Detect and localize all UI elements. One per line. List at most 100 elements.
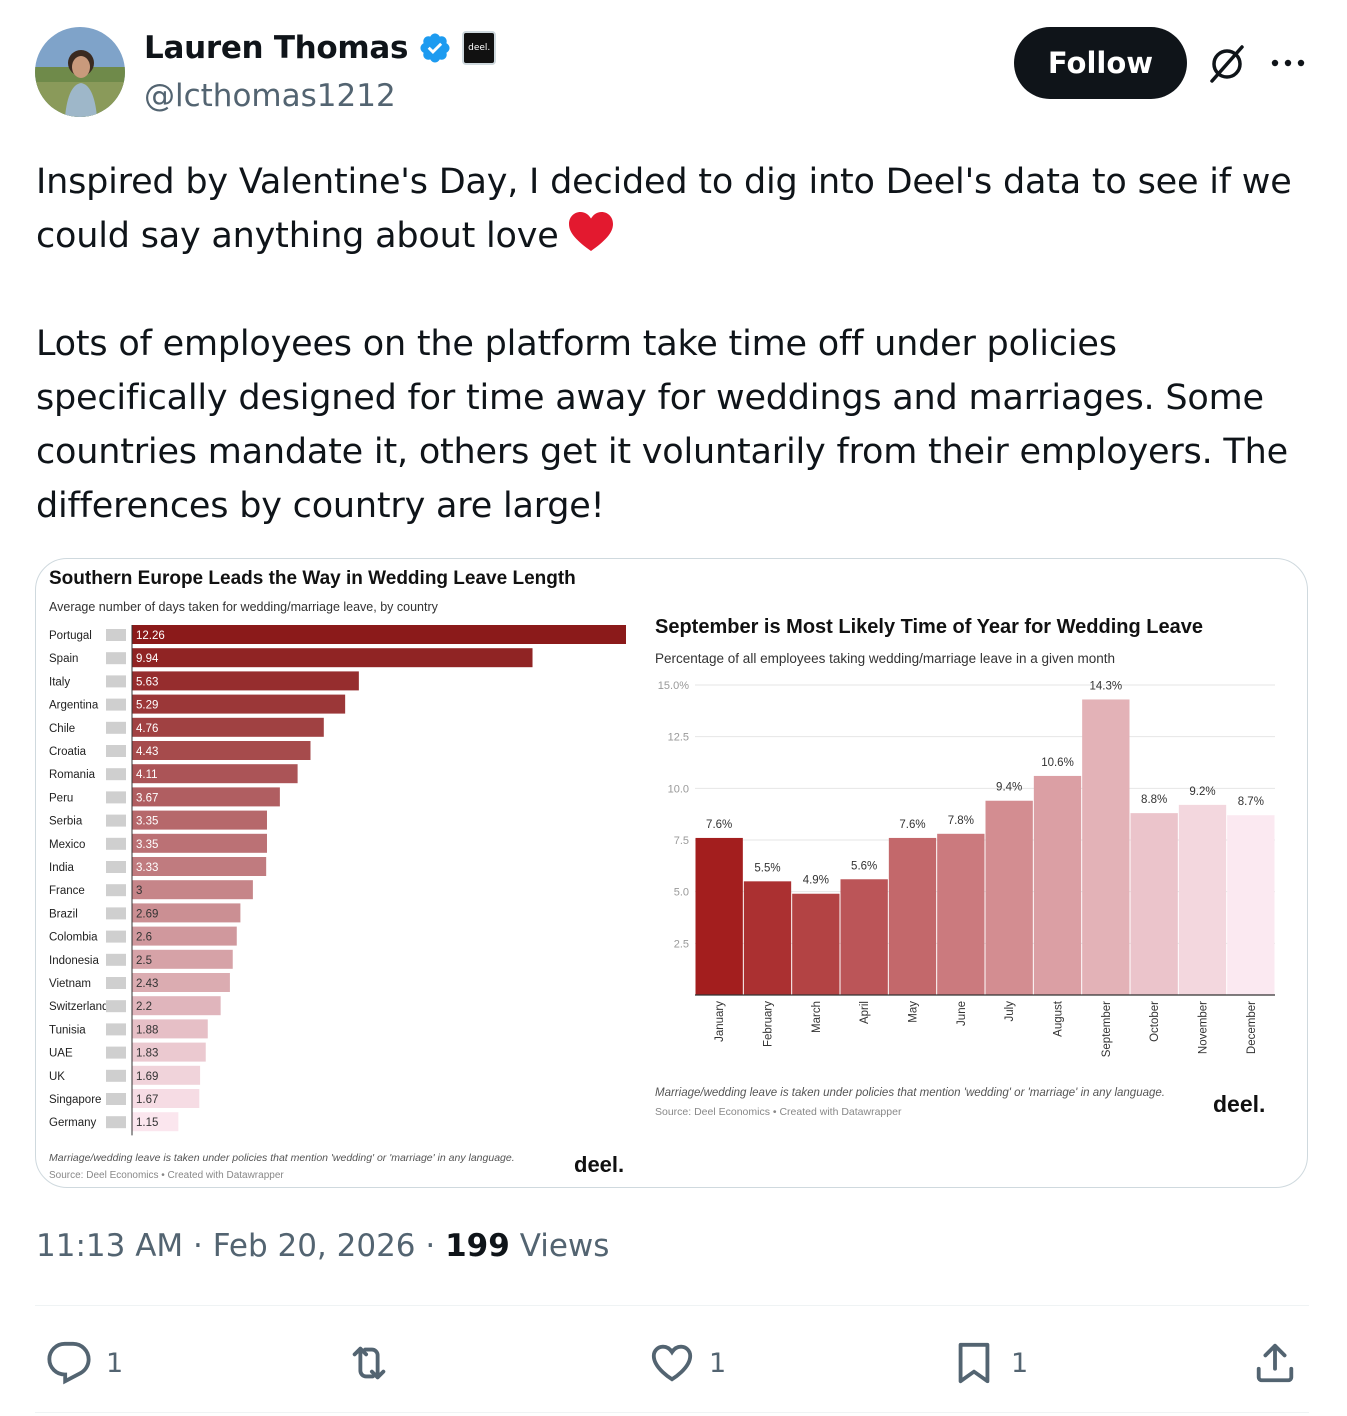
flag-icon [106,675,126,688]
reply-button[interactable]: 1 [46,1338,123,1388]
bar [132,671,359,691]
country-label: Croatia [49,746,87,758]
verified-badge-icon[interactable] [418,31,452,65]
bar-value-label: 1.67 [136,1094,158,1106]
bar-value-label: 14.3% [1090,680,1123,692]
country-label: UAE [49,1048,73,1060]
flag-icon [106,652,126,665]
bar-value-label: 7.6% [706,819,732,831]
x-tick-label: November [1198,1001,1210,1054]
bar-value-label: 3.33 [136,862,158,874]
bar-value-label: 8.7% [1238,796,1264,808]
country-label: Portugal [49,630,92,642]
left-chart-title: Southern Europe Leads the Way in Wedding… [49,568,576,589]
bar-value-label: 5.29 [136,700,158,712]
flag-icon [106,837,126,850]
share-icon [1256,1343,1294,1383]
bar [132,810,267,830]
bookmark-icon [958,1342,990,1384]
bar [132,787,280,807]
affiliate-badge[interactable]: deel. [462,31,497,65]
bar-value-label: 3.35 [136,816,158,828]
bar-value-label: 1.69 [136,1071,158,1083]
flag-icon [106,907,126,920]
retweet-icon [352,1346,386,1380]
country-label: Peru [49,792,73,804]
avatar[interactable] [35,27,125,117]
views-label: Views [519,1228,610,1264]
flag-icon [106,953,126,966]
retweet-button[interactable] [346,1338,406,1388]
flag-icon [106,768,126,781]
bar [132,833,267,853]
meta-separator: · [193,1228,203,1264]
bar [132,625,626,644]
bar-value-label: 2.6 [136,932,152,944]
x-tick-label: May [908,1001,920,1023]
bar [937,833,985,995]
y-tick-label: 5.0 [674,887,689,899]
country-label: Chile [49,723,75,735]
country-label: Mexico [49,839,85,851]
x-tick-label: January [714,1001,726,1042]
bar [695,837,743,995]
reply-icon [47,1341,91,1385]
right-chart-source: Source: Deel Economics • Created with Da… [655,1106,902,1118]
right-chart-subtitle: Percentage of all employees taking weddi… [655,651,1115,666]
tweet-date[interactable]: Feb 20, 2026 [212,1228,416,1264]
country-label: Romania [49,769,96,781]
bar [888,837,937,995]
flag-icon [106,930,126,943]
flag-icon [106,1116,126,1129]
flag-icon [106,721,126,734]
flag-icon [106,861,126,873]
bar [1227,815,1275,995]
right-chart-note: Marriage/wedding leave is taken under po… [655,1087,1165,1099]
bar [132,694,346,714]
bookmark-button[interactable]: 1 [951,1338,1028,1388]
bar-value-label: 5.6% [851,860,877,872]
flag-icon [106,814,126,827]
bar [132,648,533,668]
bar [132,764,298,784]
bar-value-label: 2.2 [136,1001,152,1013]
bar-value-label: 7.6% [899,819,925,831]
country-label: UK [49,1071,65,1083]
bar-value-label: 4.9% [803,875,829,887]
share-button[interactable] [1252,1338,1298,1388]
left-chart-source: Source: Deel Economics • Created with Da… [49,1170,284,1181]
bar-value-label: 3.35 [136,839,158,851]
like-button[interactable]: 1 [649,1338,726,1388]
bar [132,903,241,923]
x-tick-label: February [763,1001,775,1047]
display-name[interactable]: Lauren Thomas [144,30,409,66]
country-label: Argentina [49,700,99,712]
country-label: Singapore [49,1094,101,1106]
grok-icon[interactable] [1205,42,1249,86]
tweet-image[interactable]: Southern Europe Leads the Way in Wedding… [35,558,1308,1188]
like-count: 1 [709,1347,727,1379]
bar [840,879,888,995]
bar [132,1065,201,1085]
follow-button[interactable]: Follow [1014,27,1187,99]
bar-value-label: 5.5% [754,862,780,874]
bar-value-label: 2.69 [136,908,158,920]
x-tick-label: July [1004,1001,1016,1022]
bar-value-label: 9.4% [996,782,1022,794]
more-icon[interactable] [1270,56,1306,70]
left-chart-bars: Portugal 12.26 Spain 9.94 Italy 5.63 Argentina… [49,625,626,1136]
tweet-time[interactable]: 11:13 AM [36,1228,184,1264]
handle[interactable]: @lcthomas1212 [144,78,396,114]
bar-value-label: 7.8% [948,815,974,827]
bar [132,949,233,969]
x-tick-label: August [1053,1000,1065,1037]
country-label: France [49,885,85,897]
x-tick-label: March [811,1001,823,1033]
reply-count: 1 [106,1347,124,1379]
bar [1178,804,1227,995]
heart-icon [651,1344,693,1382]
bar [132,880,253,900]
bar [132,1019,208,1039]
bar-value-label: 4.43 [136,746,158,758]
red-heart-emoji-icon [568,212,613,251]
